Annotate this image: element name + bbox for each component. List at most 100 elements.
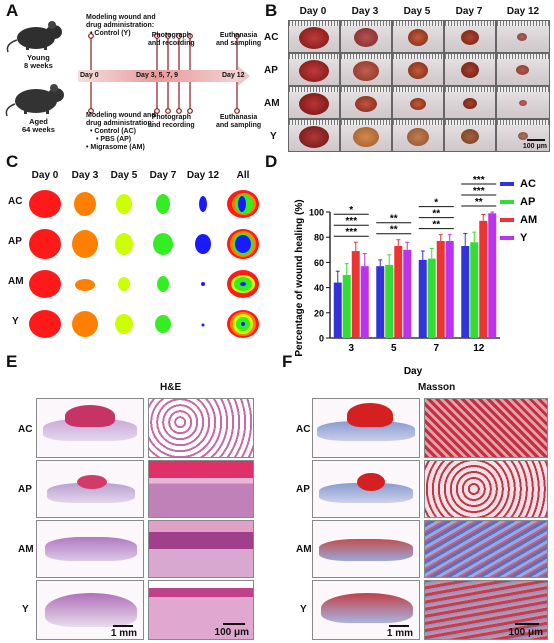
panel-c-wound-traces xyxy=(29,190,259,338)
panel-d-label: D xyxy=(265,152,278,171)
he-scale-text-right: 100 μm xyxy=(214,627,249,638)
panel-b-label: B xyxy=(265,1,278,20)
legend-swatch xyxy=(500,200,514,204)
panel-e-label: E xyxy=(6,352,18,371)
aged-label: Aged 64 weeks xyxy=(22,117,55,134)
masson-scale-text-left: 1 mm xyxy=(386,628,413,639)
panel-a-diagram xyxy=(5,21,250,117)
panel-c-day-header: Day 5 xyxy=(110,170,138,181)
bar xyxy=(461,246,470,338)
wound-photo xyxy=(444,119,496,152)
y-tick-label: 100 xyxy=(309,208,324,218)
panel-b-scale-text: 100 μm xyxy=(522,143,547,150)
significance-mark: *** xyxy=(345,216,357,227)
panel-f-row-label: AM xyxy=(296,544,312,555)
chart-bars xyxy=(333,211,497,338)
trace-day3 xyxy=(72,311,98,337)
y-tick-label: 80 xyxy=(314,233,324,243)
panel-c-row-label: Y xyxy=(12,316,19,327)
panel-b-row-label: Y xyxy=(270,131,277,142)
wound-photo xyxy=(496,53,550,86)
significance-mark: *** xyxy=(473,186,485,197)
masson-scale-text-right: 100 μm xyxy=(508,627,543,638)
bottom-modeling-text: Modeling wound and drug administration: •… xyxy=(86,112,156,151)
he-section-zoom xyxy=(148,398,254,458)
panel-c-label: C xyxy=(6,152,19,171)
wound-photo xyxy=(392,119,444,152)
trace-day3 xyxy=(72,230,98,258)
panel-b-day-header: Day 0 xyxy=(299,6,327,17)
trace-all xyxy=(227,310,259,338)
trace-day3 xyxy=(74,192,96,216)
chart-ylabel: Percentage of wound healing (%) xyxy=(294,199,305,356)
trace-day5 xyxy=(118,277,130,291)
panel-b-day-header: Day 12 xyxy=(506,6,540,17)
bar xyxy=(488,213,497,338)
trace-day0 xyxy=(29,310,61,338)
trace-day12 xyxy=(201,323,205,327)
wound-photo xyxy=(392,20,444,53)
panel-c-row-label: AC xyxy=(8,196,23,207)
bar xyxy=(342,275,351,338)
he-scale-text-left: 1 mm xyxy=(110,628,137,639)
bar xyxy=(360,266,369,338)
young-label: Young 8 weeks xyxy=(24,53,53,70)
trace-day3 xyxy=(75,279,95,291)
trace-day7 xyxy=(157,276,169,292)
top-photo-text: Photograph and recording xyxy=(148,32,195,47)
trace-day12 xyxy=(195,234,211,254)
he-section-zoom xyxy=(148,460,254,518)
young-mouse-icon xyxy=(6,21,62,53)
panel-f-label: F xyxy=(282,352,293,371)
legend-swatch xyxy=(500,218,514,222)
masson-section-overview xyxy=(312,398,420,458)
trace-day7 xyxy=(155,315,171,333)
timeline-day12: Day 12 xyxy=(222,72,245,79)
legend-label: Y xyxy=(520,232,528,244)
aged-mouse-icon xyxy=(5,84,64,117)
bar xyxy=(403,249,412,338)
trace-day7 xyxy=(153,233,173,255)
panel-c-day-header: Day 7 xyxy=(149,170,177,181)
panel-e-row-label: AP xyxy=(18,484,32,495)
trace-day5 xyxy=(115,233,133,255)
significance-mark: * xyxy=(434,198,438,209)
timeline-day0: Day 0 xyxy=(80,72,99,79)
panel-b-day-header: Day 3 xyxy=(351,6,379,17)
panel-e-row-label: AM xyxy=(18,544,34,555)
trace-day5 xyxy=(115,314,133,334)
bar xyxy=(376,266,385,338)
wound-photo xyxy=(340,20,392,53)
he-section-zoom xyxy=(148,520,254,578)
panel-f-row-label: Y xyxy=(300,604,307,615)
panel-c-day-header: Day 12 xyxy=(186,170,220,181)
he-scale-bar-right xyxy=(223,623,245,625)
trace-all xyxy=(227,229,259,259)
bar xyxy=(436,240,445,338)
bar xyxy=(351,251,360,338)
panel-c-row-label: AP xyxy=(8,236,22,247)
bar xyxy=(385,264,394,338)
masson-section-overview: 1 mm xyxy=(312,580,420,640)
masson-section-overview xyxy=(312,460,420,518)
bottom-euth-text: Euthanasia and sampling xyxy=(216,114,262,129)
panel-f-row-label: AP xyxy=(296,484,310,495)
chart-legend: AC AP AM Y xyxy=(500,178,537,244)
trace-day12 xyxy=(201,282,205,286)
panel-b-day-header: Day 5 xyxy=(403,6,431,17)
bar xyxy=(445,240,454,338)
wound-photo xyxy=(392,53,444,86)
masson-section-zoom xyxy=(424,460,548,518)
y-tick-label: 40 xyxy=(314,283,324,293)
significance-mark: ** xyxy=(475,197,483,208)
wound-photo: 100 μm xyxy=(496,119,550,152)
chart-xlabel: Day xyxy=(404,366,423,377)
he-section-overview xyxy=(36,398,144,458)
bar xyxy=(333,282,342,338)
y-tick-label: 0 xyxy=(319,334,324,344)
wound-photo xyxy=(444,86,496,119)
legend-swatch xyxy=(500,236,514,240)
significance-mark: *** xyxy=(345,227,357,238)
trace-day5 xyxy=(116,194,132,214)
